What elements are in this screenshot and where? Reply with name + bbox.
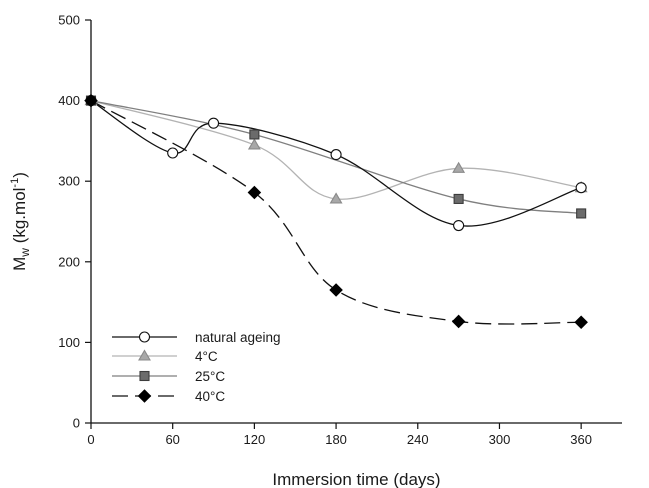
data-point	[84, 93, 98, 108]
data-point	[453, 219, 465, 232]
data-point	[574, 315, 588, 330]
data-point	[330, 149, 342, 161]
legend-marker	[137, 389, 152, 403]
y-tick-label: 0	[73, 416, 80, 431]
x-tick-label: 360	[570, 432, 592, 447]
y-axis-title-main: M	[10, 257, 29, 271]
data-point	[247, 138, 261, 150]
data-point	[576, 208, 587, 219]
legend-marker	[139, 370, 150, 382]
data-point	[575, 182, 587, 194]
legend-label: natural ageing	[195, 330, 281, 345]
y-tick-label: 200	[58, 254, 80, 269]
y-tick-label: 100	[58, 335, 80, 350]
data-point	[453, 193, 464, 204]
y-axis-title: Mw (kg.mol-1)	[9, 172, 32, 271]
legend-marker	[138, 349, 151, 361]
x-tick-label: 120	[244, 432, 266, 447]
y-tick-label: 300	[58, 174, 80, 189]
axes	[90, 20, 622, 424]
markers	[84, 93, 588, 330]
legend-marker	[138, 331, 151, 343]
x-tick-label: 240	[407, 432, 429, 447]
data-point	[452, 161, 466, 173]
legend-label: 40°C	[195, 389, 225, 404]
y-axis-title-unit-close: )	[10, 172, 29, 178]
x-tick-label: 180	[325, 432, 347, 447]
legend: natural ageing 4°C 25°C 40°C	[112, 330, 281, 404]
data-point	[451, 314, 466, 329]
data-point	[249, 129, 260, 140]
legend-label: 4°C	[195, 349, 218, 364]
y-tick-label: 400	[58, 93, 80, 108]
x-tick-label: 300	[489, 432, 511, 447]
y-axis-title-sub: w	[18, 248, 32, 258]
x-tick-label: 60	[165, 432, 179, 447]
data-point	[329, 283, 343, 297]
series-line	[90, 99, 582, 215]
data-point	[207, 117, 220, 129]
data-point	[329, 192, 343, 204]
x-tick-label: 0	[87, 432, 94, 447]
legend-label: 25°C	[195, 369, 225, 384]
y-tick-label: 500	[58, 13, 80, 28]
data-point	[167, 147, 179, 159]
y-axis-title-unit-sup: -1	[9, 178, 21, 188]
x-axis-title: Immersion time (days)	[272, 470, 440, 488]
data-point	[247, 185, 262, 200]
y-axis-title-unit: (kg.mol	[10, 188, 29, 248]
ticks: 0 60 120 180 240 300 360 0 100 200 300 400 500	[58, 13, 592, 448]
